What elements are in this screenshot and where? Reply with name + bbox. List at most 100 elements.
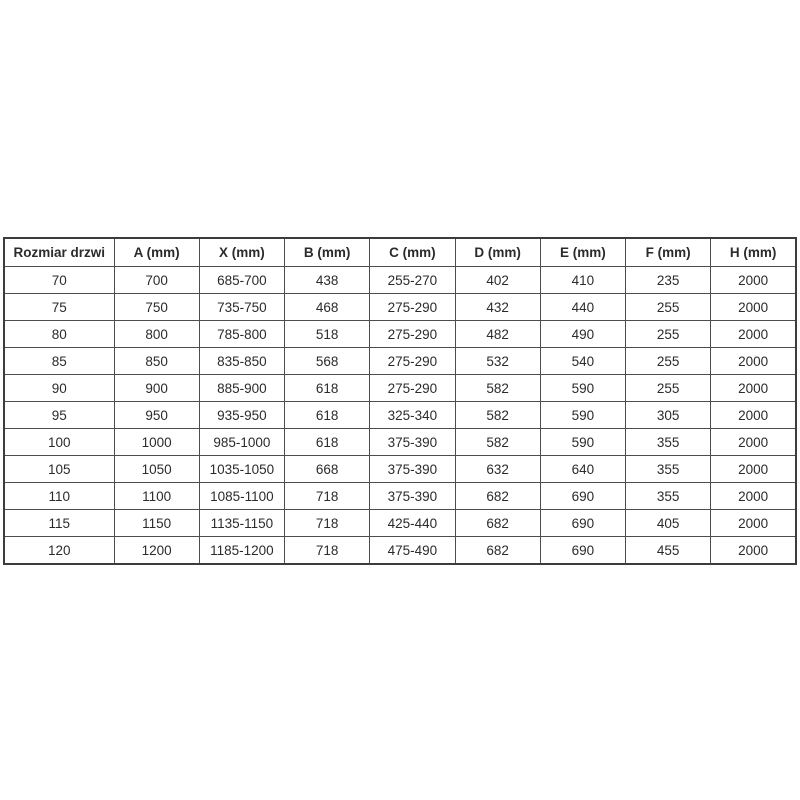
column-header: E (mm)	[539, 237, 627, 267]
table-cell: 375-390	[369, 455, 456, 483]
table-cell: 70	[3, 266, 115, 294]
column-header: B (mm)	[283, 237, 371, 267]
table-cell: 835-850	[198, 347, 286, 375]
table-cell: 235	[624, 266, 712, 294]
table-cell: 950	[113, 401, 200, 429]
table-row: 120 1200 1185-1200 718 475-490 682 690 455 2000	[3, 536, 797, 565]
table-cell: 90	[3, 374, 115, 402]
table-header: Rozmiar drzwi A (mm) X (mm) B (mm) C (mm) D (…	[3, 237, 797, 267]
table-cell: 735-750	[198, 293, 286, 321]
table-cell: 1185-1200	[198, 536, 286, 565]
table-cell: 2000	[710, 455, 797, 483]
table-cell: 410	[539, 266, 627, 294]
table-cell: 2000	[710, 347, 797, 375]
table-cell: 1035-1050	[198, 455, 286, 483]
table-cell: 405	[624, 509, 712, 537]
table-cell: 582	[454, 374, 541, 402]
table-cell: 2000	[710, 320, 797, 348]
table-cell: 255	[624, 293, 712, 321]
table-cell: 785-800	[198, 320, 286, 348]
table-cell: 2000	[710, 509, 797, 537]
table-cell: 455	[624, 536, 712, 565]
table-cell: 115	[3, 509, 115, 537]
table-cell: 2000	[710, 293, 797, 321]
table-cell: 700	[113, 266, 200, 294]
table-cell: 1100	[113, 482, 200, 510]
table-cell: 255-270	[369, 266, 456, 294]
table-cell: 120	[3, 536, 115, 565]
table-cell: 582	[454, 428, 541, 456]
table-cell: 375-390	[369, 482, 456, 510]
table-cell: 800	[113, 320, 200, 348]
table-row: 95 950 935-950 618 325-340 582 590 305 2000	[3, 401, 797, 429]
table-row: 80 800 785-800 518 275-290 482 490 255 2000	[3, 320, 797, 348]
table-cell: 718	[283, 482, 371, 510]
table-cell: 255	[624, 347, 712, 375]
table-cell: 618	[283, 401, 371, 429]
column-header: C (mm)	[369, 237, 456, 267]
table-row: 100 1000 985-1000 618 375-390 582 590 355 2000	[3, 428, 797, 456]
table-cell: 718	[283, 536, 371, 565]
table-cell: 475-490	[369, 536, 456, 565]
door-size-spec-table: Rozmiar drzwi A (mm) X (mm) B (mm) C (mm) D (…	[3, 237, 797, 565]
table-cell: 2000	[710, 428, 797, 456]
table-cell: 618	[283, 428, 371, 456]
table-cell: 2000	[710, 266, 797, 294]
table-cell: 582	[454, 401, 541, 429]
table-row: 85 850 835-850 568 275-290 532 540 255 2000	[3, 347, 797, 375]
column-header: Rozmiar drzwi	[3, 237, 115, 267]
table-cell: 1000	[113, 428, 200, 456]
table-body: 70 700 685-700 438 255-270 402 410 235 2000 75 750…	[3, 266, 797, 565]
table-cell: 355	[624, 482, 712, 510]
column-header: D (mm)	[454, 237, 541, 267]
table-cell: 110	[3, 482, 115, 510]
table-cell: 750	[113, 293, 200, 321]
table-cell: 95	[3, 401, 115, 429]
column-header: A (mm)	[113, 237, 200, 267]
table-cell: 532	[454, 347, 541, 375]
table-row: 110 1100 1085-1100 718 375-390 682 690 355 2000	[3, 482, 797, 510]
table-row: 70 700 685-700 438 255-270 402 410 235 2000	[3, 266, 797, 294]
table-cell: 632	[454, 455, 541, 483]
table-cell: 682	[454, 482, 541, 510]
table-cell: 985-1000	[198, 428, 286, 456]
table-cell: 80	[3, 320, 115, 348]
table-cell: 885-900	[198, 374, 286, 402]
table-cell: 618	[283, 374, 371, 402]
table-cell: 2000	[710, 401, 797, 429]
table-cell: 900	[113, 374, 200, 402]
table-header-row: Rozmiar drzwi A (mm) X (mm) B (mm) C (mm) D (…	[3, 237, 797, 267]
table-cell: 100	[3, 428, 115, 456]
table-cell: 85	[3, 347, 115, 375]
table-cell: 590	[539, 401, 627, 429]
table-cell: 590	[539, 428, 627, 456]
table-cell: 275-290	[369, 347, 456, 375]
table-cell: 1135-1150	[198, 509, 286, 537]
table-cell: 1085-1100	[198, 482, 286, 510]
table-cell: 275-290	[369, 374, 456, 402]
table-cell: 640	[539, 455, 627, 483]
table-cell: 425-440	[369, 509, 456, 537]
table-cell: 1050	[113, 455, 200, 483]
table-cell: 2000	[710, 482, 797, 510]
table-cell: 105	[3, 455, 115, 483]
table-cell: 540	[539, 347, 627, 375]
column-header: H (mm)	[710, 237, 797, 267]
table-cell: 305	[624, 401, 712, 429]
table-cell: 438	[283, 266, 371, 294]
table-cell: 255	[624, 374, 712, 402]
table-row: 75 750 735-750 468 275-290 432 440 255 2000	[3, 293, 797, 321]
table-cell: 690	[539, 509, 627, 537]
table-row: 105 1050 1035-1050 668 375-390 632 640 355 2000	[3, 455, 797, 483]
table-cell: 355	[624, 428, 712, 456]
table-cell: 690	[539, 482, 627, 510]
table-cell: 482	[454, 320, 541, 348]
table-cell: 375-390	[369, 428, 456, 456]
table-cell: 850	[113, 347, 200, 375]
table-cell: 402	[454, 266, 541, 294]
table-cell: 668	[283, 455, 371, 483]
table-row: 90 900 885-900 618 275-290 582 590 255 2000	[3, 374, 797, 402]
table-cell: 440	[539, 293, 627, 321]
table-cell: 275-290	[369, 320, 456, 348]
